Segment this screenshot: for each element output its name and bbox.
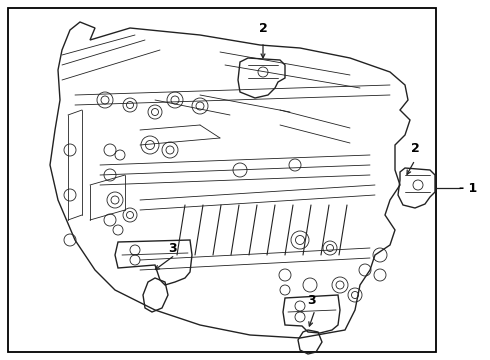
Text: 3: 3 — [308, 293, 317, 306]
Text: 3: 3 — [168, 242, 176, 255]
Bar — [8, 8, 436, 352]
Text: - 1: - 1 — [459, 181, 477, 194]
Text: 2: 2 — [259, 22, 268, 35]
Text: 2: 2 — [411, 141, 419, 154]
